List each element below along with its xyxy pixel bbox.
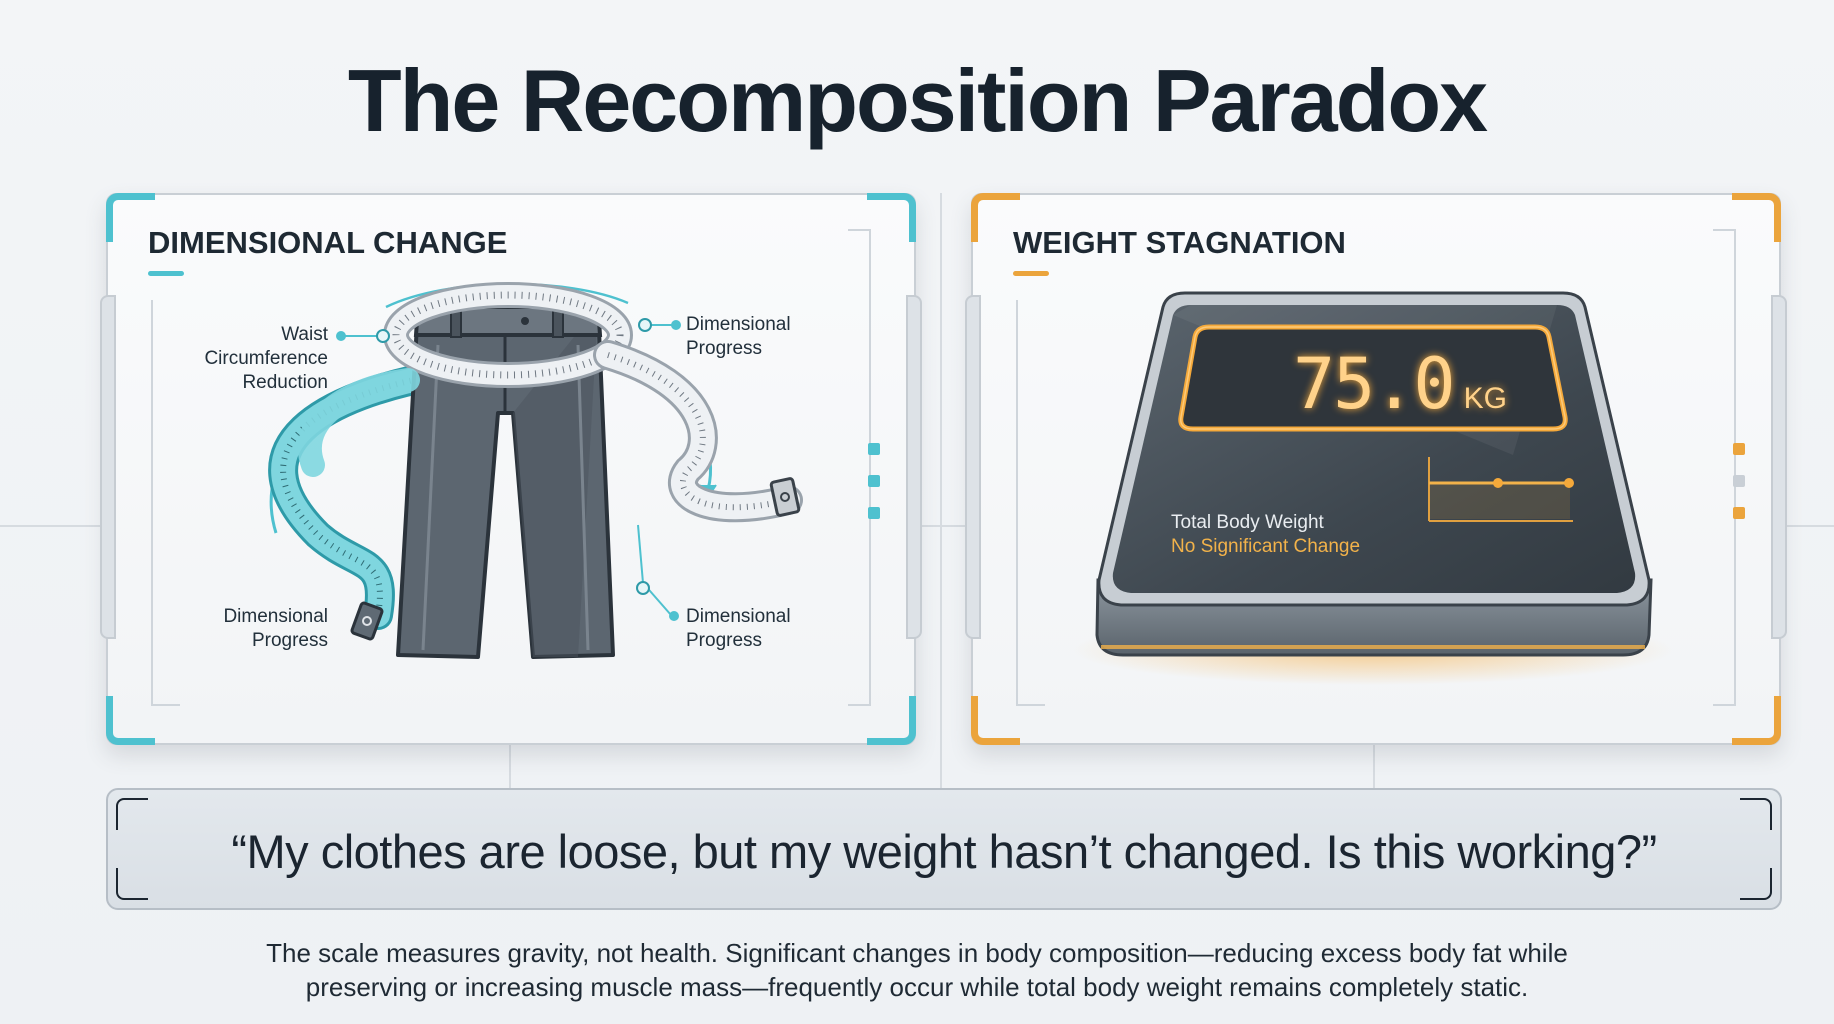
label-dimensional-progress-bottom-right: Dimensional Progress	[686, 605, 791, 653]
corner-bracket	[1732, 696, 1781, 745]
page-title: The Recomposition Paradox	[347, 51, 1488, 150]
indicator-dot	[1733, 475, 1745, 487]
quote-box: “My clothes are loose, but my weight has…	[106, 788, 1782, 910]
label-dimensional-progress-top-right: Dimensional Progress	[686, 313, 791, 361]
label-line: Dimensional	[223, 606, 328, 627]
heading-underline	[1013, 271, 1049, 276]
corner-bracket	[1740, 798, 1772, 830]
background-connector-right	[1373, 741, 1375, 788]
panel-heading: DIMENSIONAL CHANGE	[148, 225, 508, 260]
indicator-dot	[868, 475, 880, 487]
panel-side-tab	[100, 295, 116, 639]
label-line: Reduction	[242, 372, 328, 393]
quote-text: “My clothes are loose, but my weight has…	[231, 825, 1657, 878]
dimensional-change-panel: DIMENSIONAL CHANGE	[100, 193, 922, 745]
scale-reading-value: 75.0	[1293, 343, 1456, 425]
label-dimensional-progress-bottom-left: Dimensional Progress	[188, 605, 328, 653]
corner-bracket	[867, 696, 916, 745]
explanation-line: preserving or increasing muscle mass—fre…	[305, 972, 1529, 1002]
corner-bracket	[106, 193, 155, 242]
label-line: Progress	[686, 630, 763, 651]
explanation-line: The scale measures gravity, not health. …	[266, 938, 1568, 968]
label-line: Progress	[686, 338, 763, 359]
panel-side-tab	[965, 295, 981, 639]
total-body-weight-label: Total Body Weight	[1171, 512, 1324, 533]
scale-reading-unit: KG	[1463, 382, 1507, 415]
corner-bracket	[116, 798, 148, 830]
label-line: Waist	[281, 324, 328, 345]
indicator-dot	[1733, 443, 1745, 455]
scale-reading: 75.0 KG	[1293, 343, 1507, 425]
background-line-right	[1778, 525, 1834, 527]
background-line-left	[0, 525, 106, 527]
background-divider-vertical	[940, 193, 942, 788]
background-connector-left	[509, 741, 511, 788]
panel-side-tab	[906, 295, 922, 639]
corner-bracket	[1732, 193, 1781, 242]
corner-bracket	[1740, 868, 1772, 900]
heading-underline	[148, 271, 184, 276]
indicator-dot	[1733, 507, 1745, 519]
weight-stagnation-panel: WEIGHT STAGNATION	[965, 193, 1787, 745]
panel-heading: WEIGHT STAGNATION	[1013, 225, 1346, 260]
indicator-dot	[868, 507, 880, 519]
corner-bracket	[971, 193, 1020, 242]
no-significant-change-label: No Significant Change	[1171, 536, 1361, 557]
label-line: Circumference	[204, 348, 328, 369]
label-line: Progress	[251, 630, 328, 651]
indicator-dot	[868, 443, 880, 455]
bathroom-scale-illustration	[1016, 229, 1736, 706]
panel-side-tab	[1771, 295, 1787, 639]
corner-bracket	[867, 193, 916, 242]
label-line: Dimensional	[686, 314, 791, 335]
label-line: Dimensional	[686, 606, 791, 627]
explanation-text: The scale measures gravity, not health. …	[180, 936, 1654, 1004]
corner-bracket	[971, 696, 1020, 745]
pants-measuring-tape-illustration	[151, 229, 871, 706]
label-waist-circumference-reduction: Waist Circumference Reduction	[168, 323, 328, 395]
corner-bracket	[116, 868, 148, 900]
corner-bracket	[106, 696, 155, 745]
